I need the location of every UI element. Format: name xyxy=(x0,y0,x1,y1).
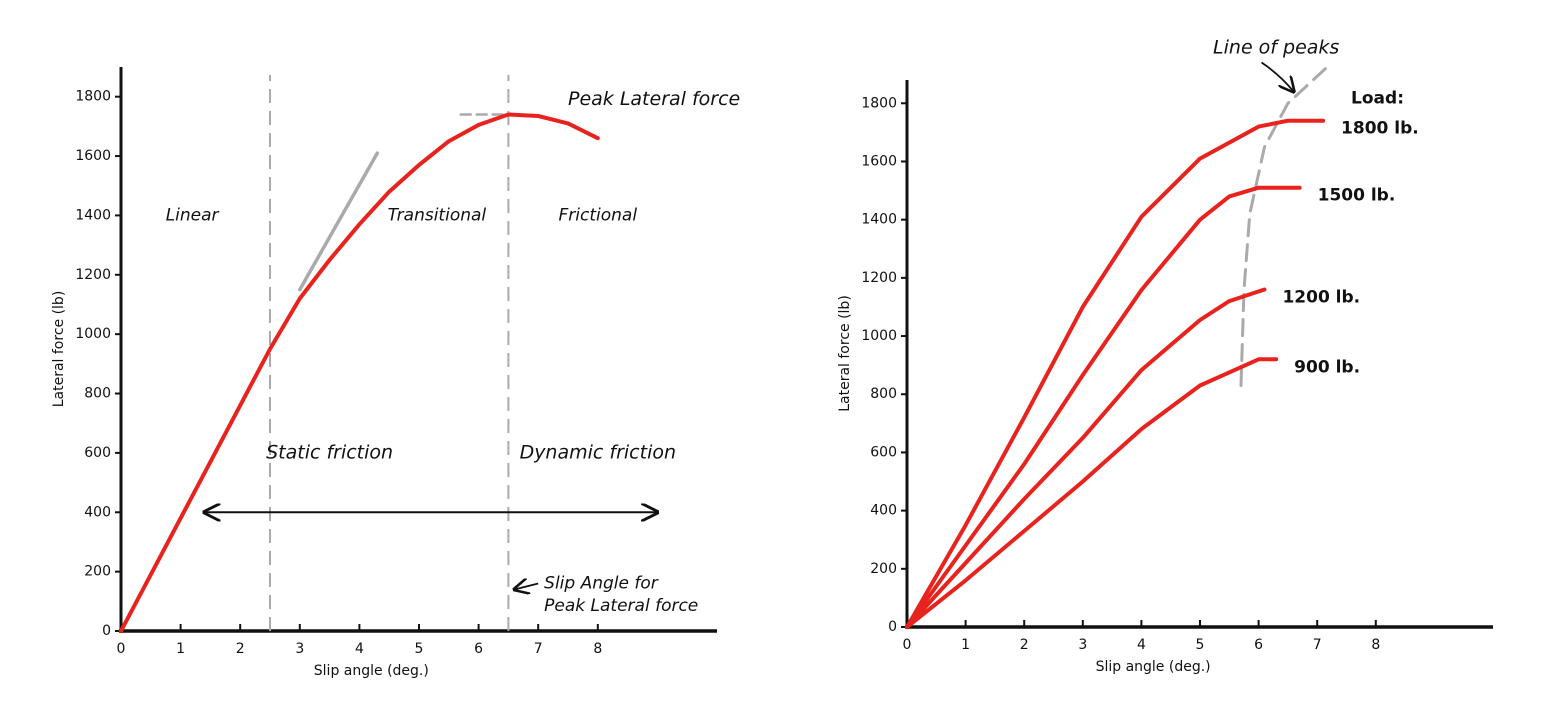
y-tick-label: 600 xyxy=(870,444,897,460)
x-tick-label: 6 xyxy=(474,641,483,657)
y-tick-label: 1400 xyxy=(75,207,111,223)
y-tick-label: 1600 xyxy=(861,153,897,169)
x-tick-label: 5 xyxy=(415,641,424,657)
x-axis-title: Slip angle (deg.) xyxy=(314,663,429,679)
y-tick-label: 600 xyxy=(84,445,111,461)
x-tick-label: 0 xyxy=(117,641,126,657)
y-tick-label: 1000 xyxy=(75,326,111,342)
legend-title: Load: xyxy=(1351,89,1404,109)
y-tick-label: 1200 xyxy=(861,270,897,286)
y-tick-label: 1800 xyxy=(75,89,111,105)
x-tick-label: 3 xyxy=(1078,637,1087,653)
y-axis-title: Lateral force (lb) xyxy=(51,291,67,408)
x-tick-label: 6 xyxy=(1254,637,1263,653)
x-tick-label: 3 xyxy=(295,641,304,657)
annotation: Linear xyxy=(166,205,220,225)
x-tick-label: 4 xyxy=(355,641,364,657)
x-tick-label: 7 xyxy=(1313,637,1322,653)
series-line xyxy=(119,112,600,633)
y-tick-label: 400 xyxy=(84,504,111,520)
series-label: 900 lb. xyxy=(1294,357,1360,377)
x-tick-label: 1 xyxy=(176,641,185,657)
annotation: Dynamic friction xyxy=(520,441,676,463)
annotation: Peak Lateral force xyxy=(568,88,740,110)
y-tick-label: 1600 xyxy=(75,148,111,164)
annotation: Static friction xyxy=(266,441,393,463)
series-label: 1200 lb. xyxy=(1282,287,1360,307)
x-axis-title: Slip angle (deg.) xyxy=(1096,659,1211,675)
y-tick-label: 800 xyxy=(870,386,897,402)
y-tick-label: 0 xyxy=(102,623,111,639)
y-tick-label: 800 xyxy=(84,386,111,402)
tangent-line xyxy=(298,151,380,292)
pointer-arrow xyxy=(1261,61,1294,92)
x-tick-label: 4 xyxy=(1137,637,1146,653)
y-tick-label: 1200 xyxy=(75,267,111,283)
y-tick-label: 0 xyxy=(888,619,897,635)
pointer-arrow xyxy=(514,584,539,590)
x-tick-label: 1 xyxy=(961,637,970,653)
peaks-line xyxy=(1239,64,1331,387)
y-axis-title: Lateral force (lb) xyxy=(837,295,853,412)
series-line xyxy=(905,287,1267,629)
x-tick-label: 8 xyxy=(1371,637,1380,653)
y-tick-label: 1000 xyxy=(861,328,897,344)
x-tick-label: 0 xyxy=(903,637,912,653)
x-tick-label: 8 xyxy=(593,641,602,657)
x-tick-label: 7 xyxy=(534,641,543,657)
y-tick-label: 200 xyxy=(84,564,111,580)
annotation: Transitional xyxy=(388,205,487,225)
annotation: Slip Angle for xyxy=(544,574,659,594)
x-tick-label: 2 xyxy=(1020,637,1029,653)
series-label: 1800 lb. xyxy=(1341,119,1419,139)
y-tick-label: 1400 xyxy=(861,212,897,228)
y-tick-label: 200 xyxy=(870,561,897,577)
x-tick-label: 2 xyxy=(236,641,245,657)
annotation: Peak Lateral force xyxy=(544,596,698,616)
y-tick-label: 400 xyxy=(870,503,897,519)
series-line xyxy=(905,357,1279,629)
series-line xyxy=(905,185,1302,629)
series-line xyxy=(905,118,1326,629)
annotation: Line of peaks xyxy=(1213,36,1339,58)
x-tick-label: 5 xyxy=(1196,637,1205,653)
y-tick-label: 1800 xyxy=(861,95,897,111)
series-label: 1500 lb. xyxy=(1318,186,1396,206)
annotation: Frictional xyxy=(559,205,638,225)
